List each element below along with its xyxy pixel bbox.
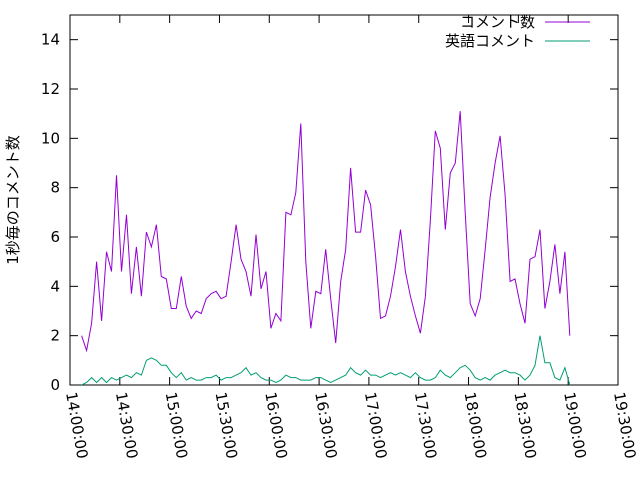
x-tick-label: 19:30:00 bbox=[610, 391, 639, 460]
y-tick-label: 10 bbox=[41, 129, 60, 147]
legend-label: 英語コメント bbox=[445, 32, 535, 50]
x-tick-label: 16:30:00 bbox=[311, 391, 340, 460]
y-tick-label: 14 bbox=[41, 31, 60, 49]
x-tick-label: 17:00:00 bbox=[361, 391, 390, 460]
x-tick-label: 18:00:00 bbox=[461, 391, 490, 460]
x-tick-label: 16:00:00 bbox=[261, 391, 290, 460]
legend-label: コメント数 bbox=[460, 13, 535, 31]
x-tick-label: 15:00:00 bbox=[162, 391, 191, 460]
x-tick-label: 15:30:00 bbox=[212, 391, 241, 460]
data-line bbox=[81, 335, 571, 386]
data-line bbox=[81, 111, 571, 353]
x-tick-label: 19:00:00 bbox=[560, 391, 589, 460]
y-tick-label: 8 bbox=[50, 179, 60, 197]
x-tick-label: 18:30:00 bbox=[510, 391, 539, 460]
y-axis-label: 1秒毎のコメント数 bbox=[4, 135, 22, 265]
plot-frame bbox=[69, 14, 619, 386]
y-tick-label: 12 bbox=[41, 80, 60, 98]
x-tick-label: 14:00:00 bbox=[62, 391, 91, 460]
y-tick-label: 4 bbox=[50, 277, 60, 295]
y-tick-label: 6 bbox=[50, 228, 60, 246]
x-tick-label: 17:30:00 bbox=[411, 391, 440, 460]
y-tick-label: 2 bbox=[50, 327, 60, 345]
x-tick-label: 14:30:00 bbox=[112, 391, 141, 460]
y-tick-label: 0 bbox=[50, 376, 60, 394]
